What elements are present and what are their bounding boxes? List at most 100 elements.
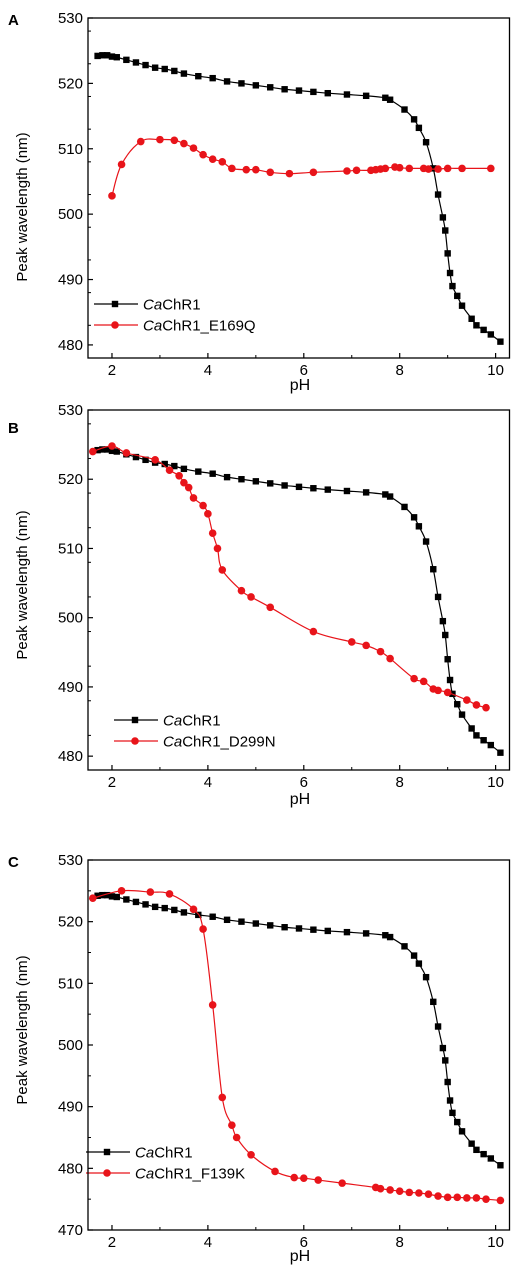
data-point-square	[103, 891, 111, 899]
data-point-square	[401, 503, 408, 511]
data-point-square	[449, 282, 456, 290]
data-point-circle	[314, 1176, 322, 1184]
y-tick-label: 490	[58, 679, 83, 696]
data-point-square	[430, 566, 437, 573]
data-point-square	[223, 78, 231, 85]
y-tick-label: 490	[58, 272, 83, 289]
data-point-square	[454, 292, 461, 300]
data-point-circle	[108, 192, 116, 200]
data-point-square	[108, 53, 116, 60]
x-tick-label: 6	[300, 774, 308, 791]
data-point-square	[238, 80, 245, 87]
data-point-circle	[146, 888, 155, 896]
data-point-square	[487, 331, 495, 338]
data-point-square	[382, 932, 389, 939]
x-tick-label: 6	[300, 1234, 308, 1251]
data-point-circle	[213, 544, 222, 553]
data-point-square	[161, 904, 168, 912]
data-point-circle	[482, 703, 490, 712]
data-point-circle	[434, 165, 442, 173]
data-point-circle	[309, 168, 318, 177]
data-point-circle	[419, 677, 428, 686]
data-point-circle	[482, 1195, 490, 1203]
plot-frame	[87, 409, 511, 771]
data-point-square	[434, 1023, 442, 1030]
y-tick-label: 510	[58, 141, 83, 158]
data-point-square	[142, 456, 149, 464]
data-point-circle	[434, 686, 442, 695]
data-point-square	[430, 165, 437, 172]
data-point-square	[382, 491, 389, 498]
data-point-square	[382, 94, 389, 101]
y-tick-label: 500	[58, 206, 83, 223]
y-tick-label: 530	[58, 852, 83, 869]
data-point-circle	[180, 478, 188, 487]
data-point-square	[446, 676, 454, 684]
data-point-square	[386, 493, 394, 500]
data-point-circle	[88, 447, 97, 456]
x-tick-label: 4	[204, 362, 212, 379]
data-point-square	[386, 933, 394, 941]
data-point-square	[151, 903, 159, 911]
data-point-circle	[405, 164, 414, 173]
x-axis-label: pH	[290, 377, 310, 394]
series-line-1	[92, 445, 487, 709]
data-point-circle	[424, 165, 433, 173]
x-tick-label: 4	[204, 1234, 212, 1251]
data-point-circle	[199, 501, 207, 510]
legend-label-rest: ChR1_F139K	[154, 1166, 245, 1183]
data-point-circle	[208, 1001, 217, 1009]
x-tick-label: 6	[300, 362, 308, 379]
y-tick-label: 480	[58, 337, 83, 354]
data-point-circle	[352, 166, 361, 175]
legend-label-rest: ChR1_D299N	[182, 734, 275, 751]
y-tick-label: 500	[58, 610, 83, 627]
legend-label: CaChR1_E169Q	[143, 318, 256, 335]
data-point-square	[252, 82, 260, 89]
data-point-square	[324, 486, 331, 493]
data-point-circle	[472, 701, 481, 709]
data-point-square	[238, 918, 245, 925]
data-point-square	[480, 326, 487, 334]
data-point-square	[281, 924, 288, 931]
data-point-circle	[299, 1174, 308, 1182]
legend-entry-1: CaChR1_E169Q	[94, 318, 256, 335]
data-point-circle	[424, 1190, 433, 1199]
data-point-square	[132, 453, 140, 461]
data-point-square	[123, 56, 130, 64]
data-point-square	[171, 462, 178, 470]
plot-frame	[87, 17, 511, 359]
legend-label-italic: Ca	[143, 297, 162, 314]
data-point-circle	[285, 169, 294, 178]
data-point-circle	[122, 449, 131, 457]
data-point-square	[473, 732, 480, 739]
data-point-circle	[184, 483, 193, 492]
data-point-square	[252, 920, 260, 927]
data-point-circle	[343, 167, 351, 175]
legend: CaChR1 CaChR1_F139K	[86, 1145, 245, 1183]
data-point-square	[142, 61, 149, 69]
y-tick-label: 490	[58, 1099, 83, 1116]
data-point-square	[454, 1118, 461, 1126]
data-point-square	[458, 711, 466, 718]
data-point-square	[113, 893, 120, 901]
legend-entry-1: CaChR1_D299N	[114, 734, 276, 751]
data-point-circle	[175, 471, 183, 480]
data-point-circle	[266, 168, 275, 177]
data-point-square	[252, 478, 260, 485]
data-point-square	[99, 52, 106, 59]
data-point-square	[449, 1109, 456, 1117]
data-point-square	[442, 1057, 449, 1064]
legend-entry-0: CaChR1	[86, 1145, 193, 1162]
data-point-square	[310, 485, 317, 492]
data-point-square	[415, 523, 423, 530]
legend-marker	[103, 1148, 111, 1156]
x-tick-label: 10	[487, 774, 504, 791]
data-point-square	[473, 1146, 480, 1154]
data-point-circle	[136, 137, 145, 146]
data-point-circle	[218, 1093, 227, 1102]
data-point-circle	[434, 1192, 442, 1200]
legend-label-rest: ChR1	[154, 1145, 192, 1162]
data-point-square	[310, 88, 317, 96]
y-axis-label: Peak wavelength (nm)	[14, 132, 31, 281]
